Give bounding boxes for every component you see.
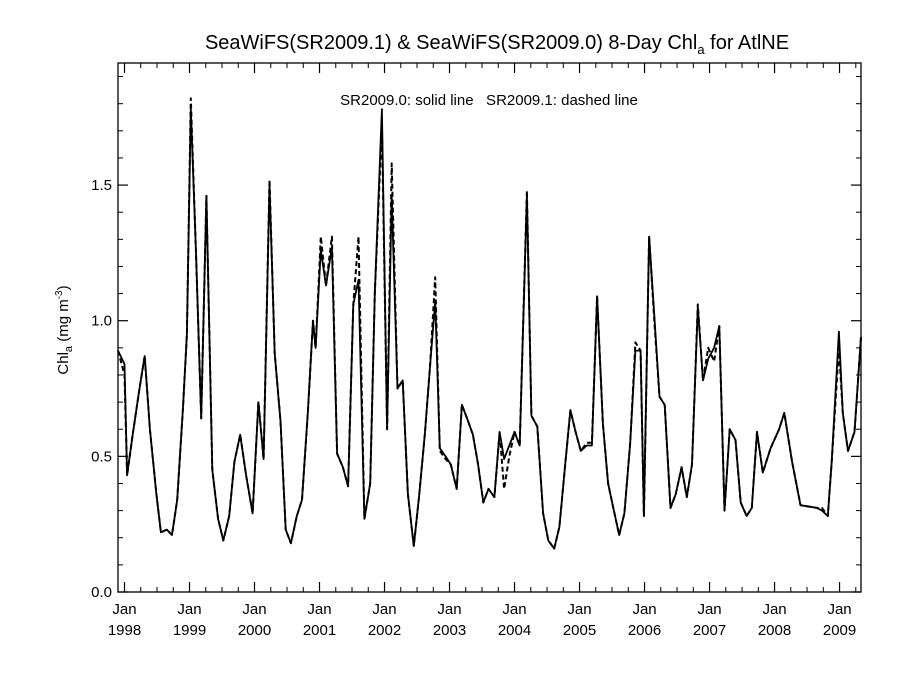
y-tick-label: 0.5 bbox=[91, 448, 112, 465]
y-tick-label: 0.0 bbox=[91, 584, 112, 601]
x-tick-label-year: 2007 bbox=[693, 622, 726, 639]
x-tick-label-month: Jan bbox=[632, 601, 656, 618]
x-tick-label-year: 2003 bbox=[433, 622, 466, 639]
x-tick-label-year: 2001 bbox=[303, 622, 336, 639]
x-tick-label-year: 2000 bbox=[238, 622, 271, 639]
x-tick-label-month: Jan bbox=[372, 601, 396, 618]
x-tick-label-month: Jan bbox=[762, 601, 786, 618]
x-tick-label-year: 2009 bbox=[823, 622, 856, 639]
x-tick-label-month: Jan bbox=[307, 601, 331, 618]
series-annotation: SR2009.0: solid line SR2009.1: dashed li… bbox=[340, 92, 638, 109]
series-lines bbox=[117, 97, 862, 550]
x-tick-label-month: Jan bbox=[567, 601, 591, 618]
plot-frame bbox=[117, 62, 862, 593]
series-line-sr2009-0 bbox=[117, 108, 862, 550]
x-tick-label-year: 1999 bbox=[173, 622, 206, 639]
x-tick-label-month: Jan bbox=[177, 601, 201, 618]
y-tick-label: 1.5 bbox=[91, 177, 112, 194]
x-tick-label-year: 2004 bbox=[498, 622, 531, 639]
x-tick-label-month: Jan bbox=[437, 601, 461, 618]
y-axis-label: Chla (mg m-3) bbox=[54, 285, 75, 374]
x-axis: Jan 1998 Jan 1999 Jan 2000 Jan 2001 Jan 2002 Jan 20… bbox=[108, 63, 857, 639]
x-tick-label-year: 1998 bbox=[108, 622, 141, 639]
x-tick-label-month: Jan bbox=[697, 601, 721, 618]
x-tick-label-month: Jan bbox=[242, 601, 266, 618]
x-tick-label-month: Jan bbox=[502, 601, 526, 618]
x-tick-label-month: Jan bbox=[112, 601, 136, 618]
x-tick-label-month: Jan bbox=[827, 601, 851, 618]
x-tick-label-year: 2002 bbox=[368, 622, 401, 639]
chart-title: SeaWiFS(SR2009.1) & SeaWiFS(SR2009.0) 8-… bbox=[205, 32, 789, 57]
series-line-sr2009-1 bbox=[117, 97, 862, 550]
x-tick-label-year: 2008 bbox=[758, 622, 791, 639]
y-tick-label: 1.0 bbox=[91, 313, 112, 330]
x-tick-label-year: 2005 bbox=[563, 622, 596, 639]
x-tick-label-year: 2006 bbox=[628, 622, 661, 639]
y-axis: 0.0 0.5 1.0 1.5 bbox=[91, 76, 861, 601]
